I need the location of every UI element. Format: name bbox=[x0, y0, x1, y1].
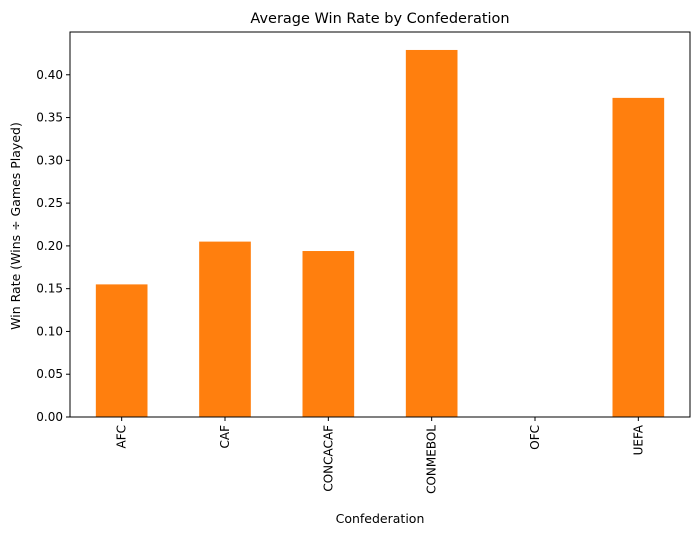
y-tick-label: 0.10 bbox=[36, 324, 63, 338]
y-tick-label: 0.15 bbox=[36, 282, 63, 296]
y-tick-label: 0.05 bbox=[36, 367, 63, 381]
x-tick-label-concacaf: CONCACAF bbox=[321, 425, 335, 492]
y-tick-label: 0.30 bbox=[36, 153, 63, 167]
bar-conmebol bbox=[405, 49, 458, 417]
bar-afc bbox=[95, 284, 148, 417]
y-tick-label: 0.20 bbox=[36, 239, 63, 253]
x-axis-label: Confederation bbox=[336, 511, 425, 526]
y-tick-label: 0.40 bbox=[36, 68, 63, 82]
x-tick-label-conmebol: CONMEBOL bbox=[425, 425, 439, 494]
y-tick-label: 0.25 bbox=[36, 196, 63, 210]
plot-frame bbox=[69, 31, 691, 418]
bar-concacaf bbox=[302, 251, 355, 417]
x-tick-label-caf: CAF bbox=[218, 425, 232, 449]
x-tick-label-ofc: OFC bbox=[528, 425, 542, 450]
bar-uefa bbox=[612, 97, 665, 417]
y-tick-label: 0.00 bbox=[36, 410, 63, 424]
y-tick-label: 0.35 bbox=[36, 111, 63, 125]
y-axis: 0.00 0.05 0.10 0.15 0.20 0.25 0.30 0.35 0.40 bbox=[36, 68, 70, 424]
chart-title: Average Win Rate by Confederation bbox=[250, 11, 509, 27]
bars-group bbox=[95, 49, 665, 417]
x-axis: AFC CAF CONCACAF CONMEBOL OFC UEFA bbox=[115, 417, 645, 494]
x-tick-label-uefa: UEFA bbox=[631, 424, 645, 455]
bar-caf bbox=[199, 241, 251, 417]
y-axis-label: Win Rate (Wins ÷ Games Played) bbox=[8, 122, 23, 330]
x-tick-label-afc: AFC bbox=[115, 425, 129, 449]
